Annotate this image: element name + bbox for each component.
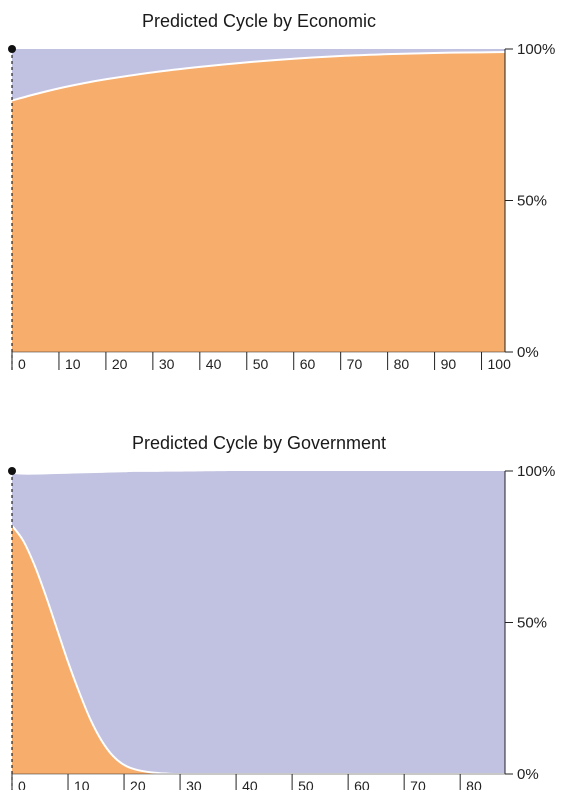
economic-series-0-area [12, 52, 505, 352]
economic-x-tick-label-8: 80 [394, 356, 410, 372]
government-x-tick-label-7: 70 [410, 778, 426, 790]
economic-x-tick-label-7: 70 [347, 356, 363, 372]
government-chart-title: Predicted Cycle by Government [132, 433, 386, 453]
economic-x-tick-label-1: 10 [65, 356, 81, 372]
economic-x-tick-label-10: 100 [488, 356, 512, 372]
economic-x-tick-label-9: 90 [441, 356, 457, 372]
government-cursor-dot[interactable] [8, 467, 16, 475]
economic-chart-title: Predicted Cycle by Economic [142, 11, 376, 31]
economic-cursor-dot[interactable] [8, 45, 16, 53]
economic-x-tick-label-3: 30 [159, 356, 175, 372]
government-y-tick-label-1: 50% [517, 615, 547, 632]
economic-series-boundary-line [11, 51, 506, 102]
government-x-tick-label-3: 30 [186, 778, 202, 790]
economic-y-tick-label-2: 100% [517, 41, 555, 58]
government-x-tick-label-0: 0 [18, 778, 26, 790]
government-x-tick-label-8: 80 [466, 778, 482, 790]
government-chart: Predicted Cycle by Government 0% 50% 100% 0… [8, 433, 555, 790]
government-series-1-area [12, 470, 505, 775]
government-x-tick-label-1: 10 [74, 778, 90, 790]
economic-chart: Predicted Cycle by Economic 0% 50% 100% 0 10… [8, 11, 555, 372]
government-x-tick-label-4: 40 [242, 778, 258, 790]
government-y-tick-label-0: 0% [517, 766, 539, 783]
government-x-tick-label-6: 60 [354, 778, 370, 790]
economic-x-tick-label-6: 60 [300, 356, 316, 372]
economic-x-tick-label-2: 20 [112, 356, 128, 372]
economic-x-tick-label-0: 0 [18, 356, 26, 372]
government-y-tick-label-2: 100% [517, 463, 555, 480]
economic-y-tick-label-1: 50% [517, 193, 547, 210]
economic-x-tick-label-5: 50 [253, 356, 269, 372]
government-series-0-area [12, 525, 505, 775]
economic-series-1-area [12, 49, 505, 101]
government-x-tick-label-2: 20 [130, 778, 146, 790]
economic-y-tick-label-0: 0% [517, 344, 539, 361]
economic-x-tick-label-4: 40 [206, 356, 222, 372]
government-x-tick-label-5: 50 [298, 778, 314, 790]
